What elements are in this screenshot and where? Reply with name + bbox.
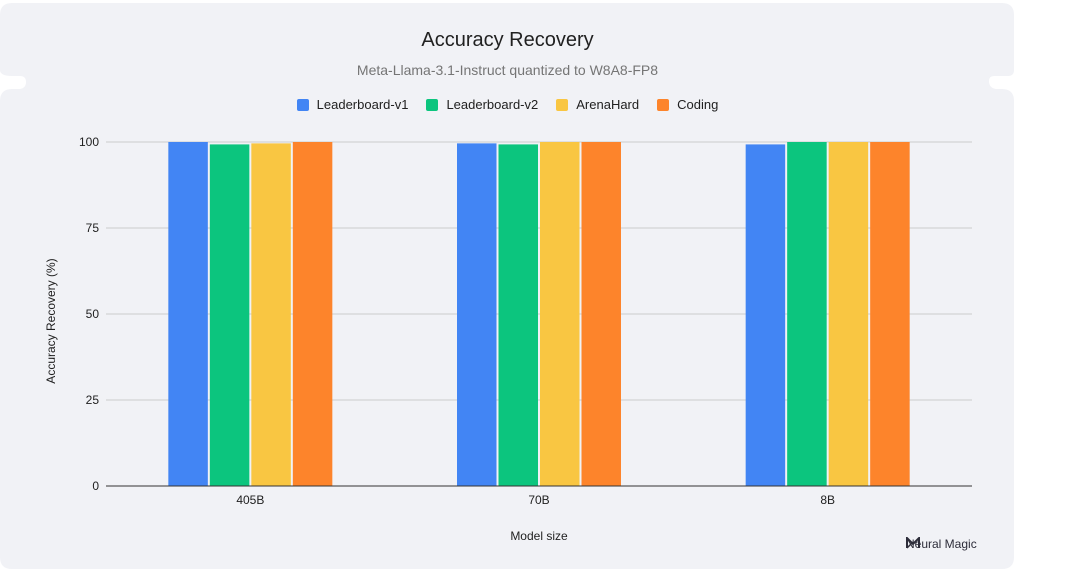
brand-logo: Neural Magic (906, 537, 977, 551)
chart-subtitle: Meta-Llama-3.1-Instruct quantized to W8A… (356, 62, 659, 78)
bar (870, 142, 910, 486)
y-tick-label: 0 (92, 479, 99, 493)
y-axis-label: Accuracy Recovery (%) (44, 258, 58, 383)
legend-swatch (296, 98, 309, 111)
chart-legend: Leaderboard-v1 Leaderboard-v2 ArenaHard … (0, 97, 1015, 112)
x-axis-label: Model size (510, 529, 568, 543)
y-tick-label: 25 (86, 393, 100, 407)
plot-area: Accuracy Recovery (%) Model size 0 25 50 75… (44, 135, 972, 543)
chart-card: Accuracy Recovery Meta-Llama-3.1-Instruc… (0, 3, 1015, 569)
chart-title: Accuracy Recovery (421, 29, 594, 51)
legend-label: Leaderboard-v1 (316, 97, 409, 112)
x-tick-label: 405B (236, 493, 264, 507)
legend-label: Leaderboard-v2 (446, 97, 539, 112)
bar (828, 142, 869, 486)
legend-item-coding[interactable]: Coding (657, 97, 718, 112)
x-tick-label: 8B (820, 493, 835, 507)
legend-swatch (556, 98, 569, 111)
bar (787, 142, 827, 486)
legend-label: Coding (677, 97, 719, 112)
bar (457, 143, 497, 486)
legend-swatch (657, 98, 670, 111)
bar (581, 142, 621, 486)
bar (168, 142, 208, 486)
brand-name: Neural Magic (906, 537, 977, 551)
y-tick-label: 100 (79, 135, 99, 149)
y-tick-label: 50 (86, 307, 100, 321)
neural-magic-logo-icon (906, 537, 920, 549)
legend-label: ArenaHard (576, 97, 640, 112)
bar (540, 142, 580, 486)
bar (292, 142, 333, 486)
legend-item-leaderboard-v1[interactable]: Leaderboard-v1 (296, 97, 409, 112)
y-tick-label: 75 (86, 221, 100, 235)
bar (251, 143, 291, 486)
bar (745, 144, 786, 486)
legend-item-arenahard[interactable]: ArenaHard (556, 97, 639, 112)
x-tick-label: 70B (528, 493, 549, 507)
bar (498, 144, 538, 486)
bar (209, 144, 250, 486)
legend-swatch (426, 98, 439, 111)
legend-item-leaderboard-v2[interactable]: Leaderboard-v2 (426, 97, 538, 112)
